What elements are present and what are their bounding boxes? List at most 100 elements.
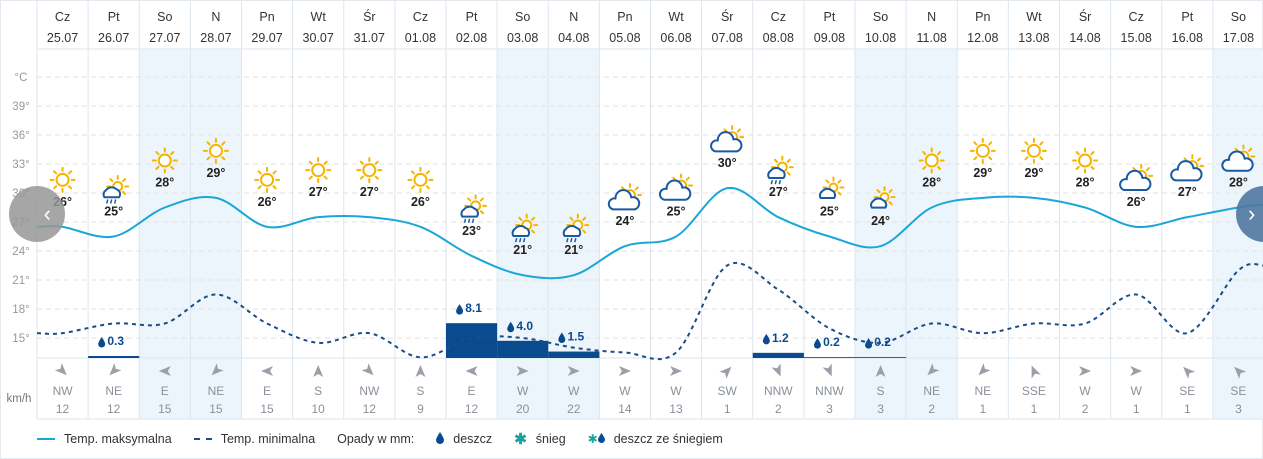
max-temp-label: 25° — [820, 205, 839, 219]
rain-streak — [574, 237, 577, 243]
weather-icon-sun-cloud — [1119, 163, 1154, 192]
wind-speed: 3 — [877, 402, 884, 416]
wind-arrow-icon — [313, 365, 324, 377]
day-name: Pn — [975, 10, 990, 24]
max-temp-label: 27° — [769, 185, 788, 199]
rain-icon — [770, 179, 782, 185]
wind-speed: 1 — [979, 402, 986, 416]
sun-ray — [837, 191, 842, 196]
previous-button[interactable]: ‹ — [9, 186, 65, 242]
wind-arrow-icon — [875, 365, 886, 377]
wind-speed: 12 — [56, 402, 70, 416]
precip-bar — [548, 351, 600, 358]
wind-direction: S — [877, 384, 885, 398]
day-date: 08.08 — [763, 31, 794, 45]
weekend-column — [190, 49, 242, 419]
dashed-line-icon — [193, 438, 212, 440]
weather-icon-sun-cloud — [658, 173, 694, 201]
rain-streak — [514, 237, 518, 243]
wind-arrow-icon — [54, 363, 67, 376]
sun-ray — [786, 171, 791, 176]
day-name: Cz — [55, 10, 70, 24]
rain-streak — [113, 199, 117, 204]
weather-icon-sun-rain — [767, 155, 794, 185]
wind-direction: NW — [53, 384, 74, 398]
sun-ray — [155, 151, 160, 156]
wind-speed: 15 — [158, 402, 172, 416]
precip-bar — [752, 352, 804, 358]
max-temp-label: 28° — [922, 176, 941, 190]
sun-ray — [323, 160, 328, 165]
sun-core — [413, 172, 428, 187]
cloud-icon — [1119, 169, 1152, 192]
day-date: 09.08 — [814, 31, 845, 45]
sun-ray — [1039, 141, 1044, 146]
wind-arrow-icon — [978, 363, 991, 376]
rain-streak — [778, 179, 782, 185]
wind-direction: W — [619, 384, 631, 398]
wind-speed: 12 — [465, 402, 479, 416]
raindrop-icon — [865, 338, 873, 349]
max-temp-label: 23° — [462, 224, 481, 238]
y-tick-label: 39° — [12, 101, 29, 113]
day-name: N — [569, 10, 578, 24]
weather-icon-sun-cloud — [607, 183, 642, 211]
sun-ray — [1024, 156, 1029, 161]
sun-icon — [151, 147, 178, 174]
cloud-icon — [511, 225, 531, 237]
rain-streak — [463, 218, 467, 224]
wind-speed: 2 — [928, 402, 935, 416]
sun-ray — [206, 141, 211, 146]
day-date: 17.08 — [1223, 31, 1254, 45]
cloud-icon — [460, 205, 479, 218]
sun-ray — [53, 185, 58, 190]
sun-icon — [1072, 147, 1099, 174]
day-date: 16.08 — [1172, 31, 1203, 45]
wind-direction: E — [468, 384, 476, 398]
y-tick-label: 15° — [12, 333, 29, 345]
wind-arrow-icon — [158, 366, 171, 376]
day-date: 02.08 — [456, 31, 487, 45]
sun-ray — [973, 156, 978, 161]
max-temp-label: 21° — [564, 243, 583, 257]
wind-speed: 12 — [107, 402, 121, 416]
wind-arrow-icon — [927, 363, 940, 376]
sun-icon — [407, 166, 434, 193]
rain-icon — [514, 237, 526, 243]
day-date: 03.08 — [507, 31, 538, 45]
weather-icon-sun — [49, 166, 76, 193]
sun-ray — [1090, 151, 1095, 156]
wind-arrow-icon — [771, 363, 781, 377]
sun-ray — [308, 160, 313, 165]
precip-value: 1.2 — [772, 331, 789, 345]
wind-arrow-icon — [719, 366, 732, 379]
y-tick-label: 24° — [12, 246, 29, 258]
wind-arrow-icon — [261, 366, 274, 376]
rain-streak — [774, 179, 778, 185]
cloud-icon — [1221, 150, 1254, 172]
sun-ray — [425, 185, 430, 190]
precip-bar — [88, 356, 140, 358]
wind-direction: SW — [718, 384, 738, 398]
sun-ray — [937, 151, 942, 156]
sun-ray — [922, 165, 927, 170]
wind-arrow-icon — [1079, 366, 1092, 376]
precip-label: 4.0 — [507, 319, 533, 333]
precip-bar — [855, 357, 907, 358]
weather-icon-sun — [918, 147, 945, 174]
sun-ray — [825, 179, 830, 184]
day-name: Pt — [824, 10, 836, 24]
sun-icon — [1020, 137, 1047, 164]
legend-sleet: ✱ deszcz ze śniegiem — [588, 432, 723, 446]
legend-label: deszcz ze śniegiem — [613, 432, 723, 446]
wind-direction: E — [263, 384, 271, 398]
sun-icon — [202, 137, 229, 164]
sun-ray — [323, 175, 328, 180]
day-date: 31.07 — [354, 31, 385, 45]
cloud-icon — [102, 186, 122, 199]
cloud-icon — [1170, 160, 1203, 182]
sun-icon — [254, 166, 281, 193]
max-temp-label: 29° — [1024, 166, 1043, 180]
precip-bar — [497, 340, 549, 358]
sun-ray — [109, 178, 114, 183]
